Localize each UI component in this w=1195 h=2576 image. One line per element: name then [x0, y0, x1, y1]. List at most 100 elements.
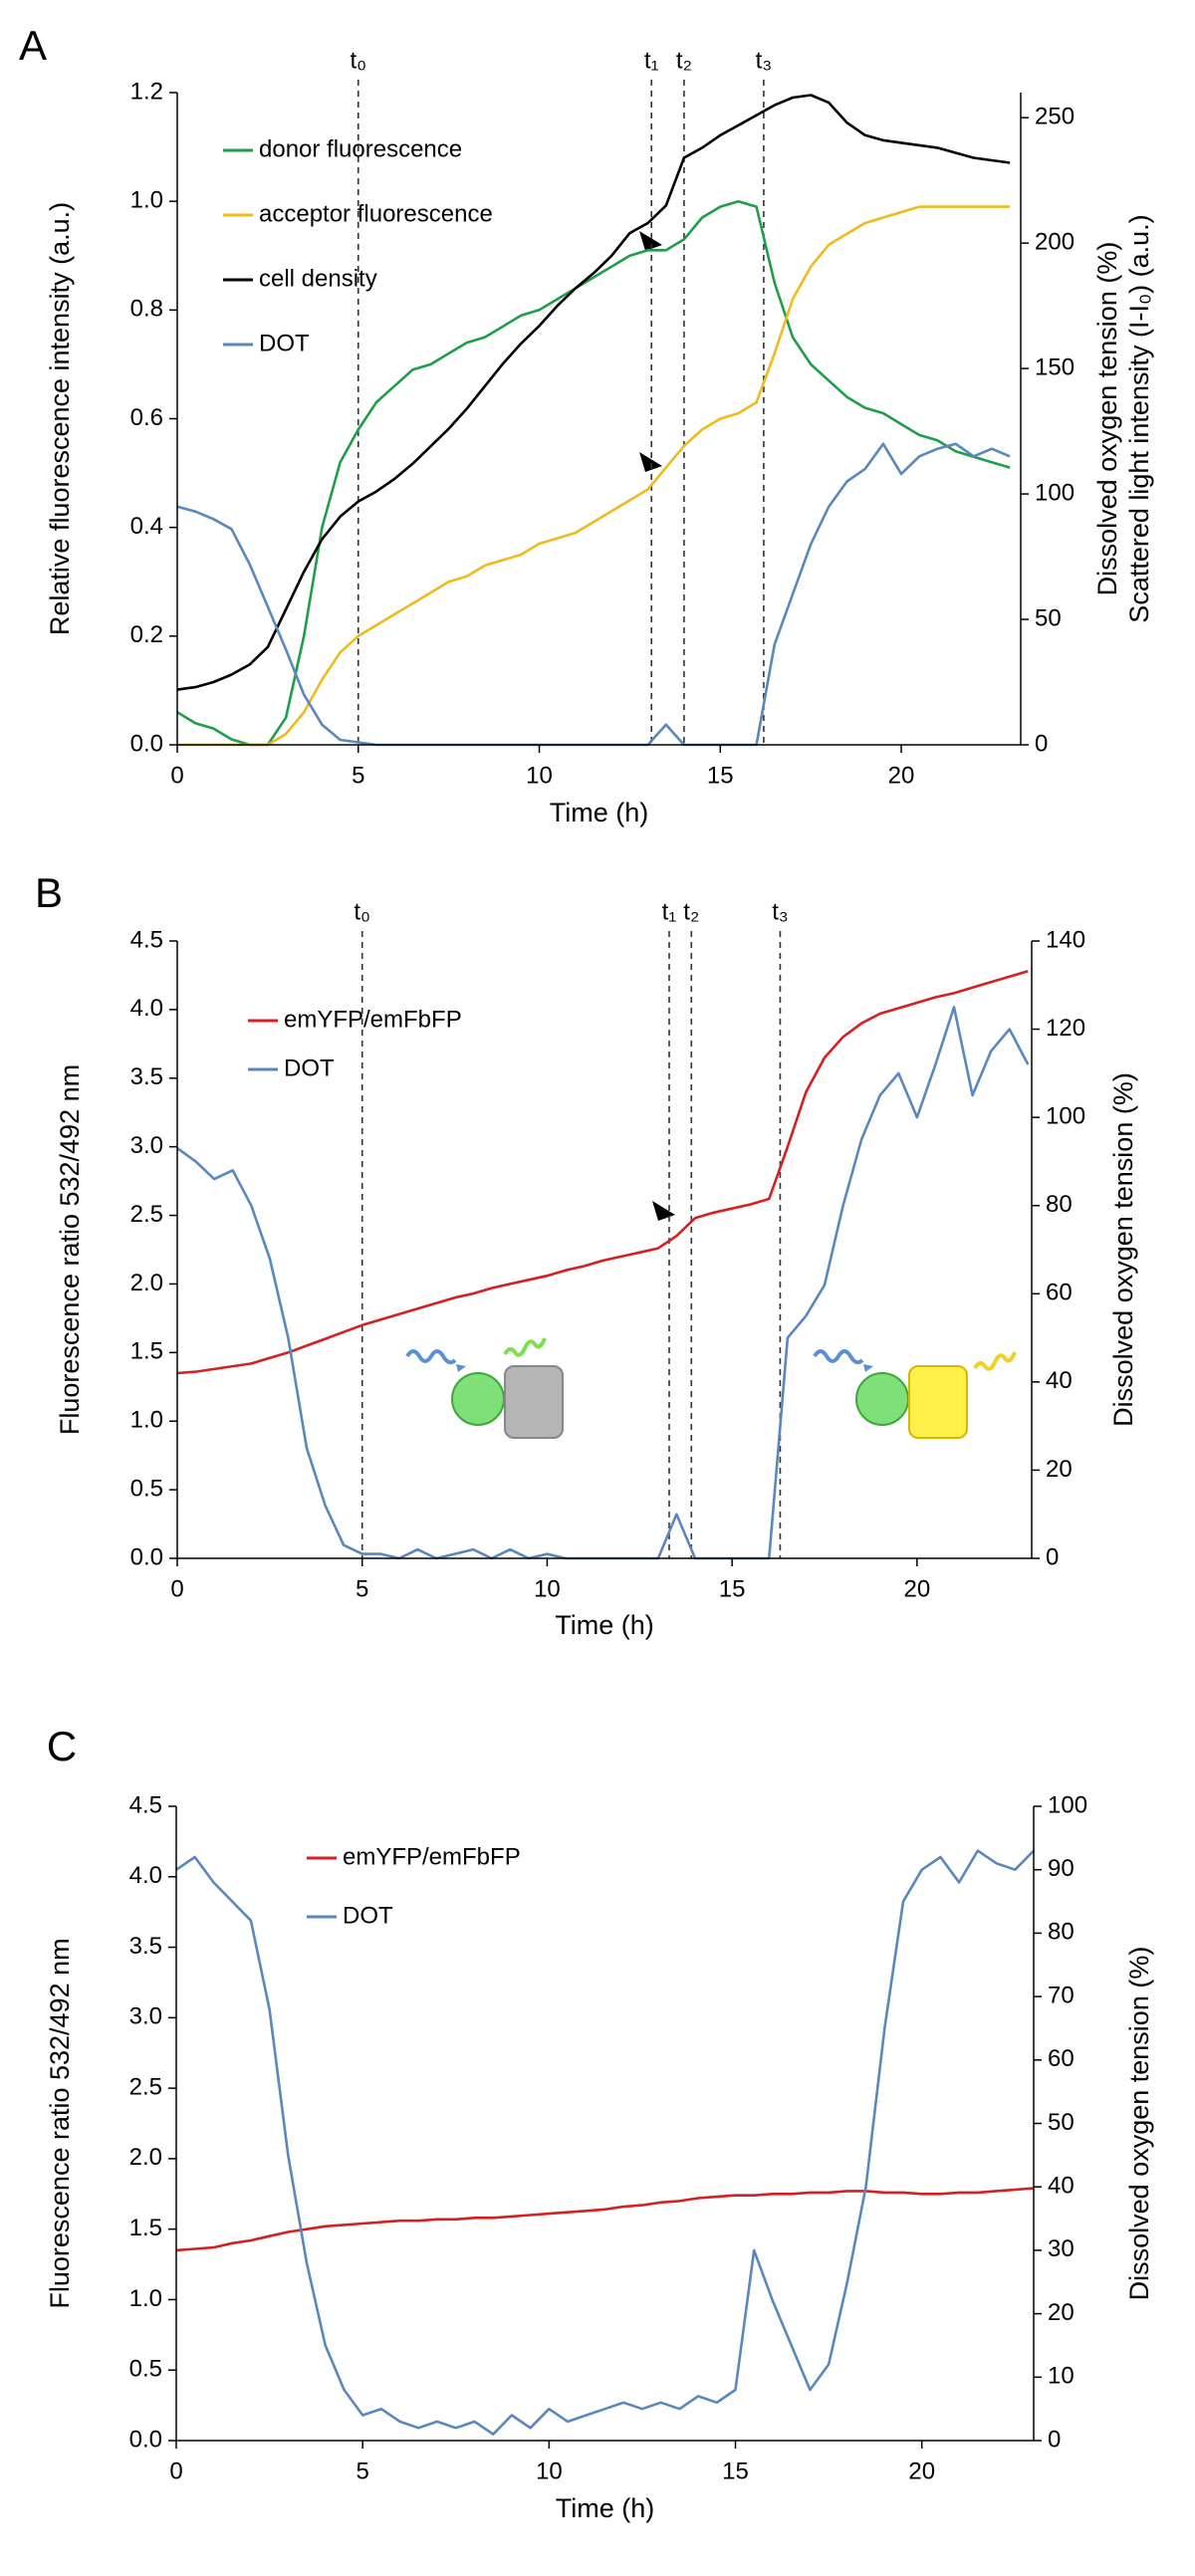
y2-tick-label: 0	[1048, 2426, 1061, 2453]
y-tick-label: 4.5	[130, 926, 163, 953]
y2-tick-label: 120	[1046, 1015, 1085, 1042]
x-tick-label: 20	[888, 762, 915, 789]
y2-axis-title: Dissolved oxygen tension (%)	[1124, 1947, 1154, 2301]
event-label: t₂	[676, 47, 692, 74]
fret-icon-acceptor-state	[813, 1349, 1017, 1439]
series-line	[176, 199, 1011, 747]
y2-tick-label: 100	[1035, 479, 1075, 506]
legend-label: DOT	[343, 1902, 393, 1929]
event-label: t₀	[350, 47, 366, 74]
acceptor-dark	[504, 1365, 564, 1439]
y-tick-label: 1.5	[130, 1338, 163, 1365]
y-tick-label: 4.0	[130, 995, 163, 1022]
arrow-head	[456, 1364, 466, 1372]
y2-tick-label: 80	[1048, 1919, 1075, 1946]
x-tick-label: 10	[536, 2458, 563, 2484]
series-line	[176, 442, 1011, 747]
y-tick-label: 1.0	[130, 187, 163, 214]
y2-tick-label: 40	[1048, 2173, 1075, 2200]
y-axis-title: Fluorescence ratio 532/492 nm	[55, 1064, 85, 1435]
y2-tick-label: 150	[1035, 353, 1075, 380]
x-tick-label: 20	[908, 2458, 935, 2484]
x-tick-label: 0	[169, 2458, 182, 2484]
series-line	[176, 1006, 1030, 1560]
y-tick-label: 4.0	[129, 1862, 162, 1889]
event-label: t₂	[683, 898, 699, 925]
y2-tick-label: 100	[1048, 1791, 1087, 1818]
y2-axis-title: Scattered light intensity (I-I₀) (a.u.)	[1124, 214, 1154, 622]
y2-tick-label: 30	[1048, 2235, 1075, 2262]
x-tick-label: 0	[170, 762, 183, 789]
panel-label: A	[19, 22, 47, 69]
y-tick-label: 0.6	[130, 404, 163, 431]
event-label: t₀	[354, 898, 370, 925]
event-label: t₁	[662, 898, 677, 925]
y2-tick-label: 10	[1048, 2363, 1075, 2390]
y2-tick-label: 70	[1048, 1982, 1075, 2008]
y2-tick-label: 90	[1048, 1855, 1075, 1882]
donor-circle	[451, 1372, 505, 1426]
x-tick-label: 10	[534, 1575, 561, 1602]
legend-label: cell density	[259, 265, 377, 292]
x-tick-label: 0	[170, 1575, 183, 1602]
y-tick-label: 0.5	[130, 1475, 163, 1502]
x-tick-label: 20	[904, 1575, 931, 1602]
y-tick-label: 0.8	[130, 296, 163, 323]
x-axis-title: Time (h)	[555, 1610, 654, 1640]
event-label: t₃	[772, 898, 788, 925]
y-tick-label: 3.0	[130, 1132, 163, 1159]
y2-tick-label: 200	[1035, 228, 1075, 255]
arrow-head	[863, 1364, 873, 1372]
x-tick-label: 5	[356, 1575, 368, 1602]
arrowhead-marker	[639, 231, 662, 251]
y-tick-label: 1.0	[129, 2285, 162, 2312]
y-tick-label: 4.5	[129, 1791, 162, 1818]
y2-tick-label: 50	[1035, 604, 1062, 631]
arrowhead-marker	[639, 452, 662, 472]
y2-tick-label: 60	[1046, 1280, 1073, 1306]
y-tick-label: 1.5	[129, 2215, 162, 2241]
y2-tick-label: 50	[1048, 2109, 1075, 2136]
x-axis-title: Time (h)	[550, 798, 649, 827]
legend-label: DOT	[284, 1054, 335, 1081]
excitation-squiggle	[813, 1349, 864, 1365]
y2-tick-label: 60	[1048, 2045, 1075, 2072]
y-tick-label: 3.0	[129, 2003, 162, 2030]
x-tick-label: 15	[719, 1575, 746, 1602]
y-tick-label: 0.4	[130, 513, 163, 540]
arrowhead-marker	[652, 1201, 675, 1221]
legend-label: donor fluorescence	[259, 135, 462, 162]
donor-circle	[855, 1372, 909, 1426]
x-tick-label: 5	[356, 2458, 368, 2484]
y2-tick-label: 0	[1035, 730, 1048, 757]
y2-tick-label: 100	[1046, 1102, 1085, 1129]
y2-axis-title: Dissolved oxygen tension (%)	[1092, 242, 1122, 596]
series-line	[175, 2187, 1035, 2252]
y-tick-label: 3.5	[130, 1063, 163, 1090]
acceptor-bright	[908, 1365, 968, 1439]
x-tick-label: 15	[707, 762, 734, 789]
emission-squiggle	[503, 1337, 547, 1357]
y2-tick-label: 20	[1048, 2299, 1075, 2326]
y2-tick-label: 80	[1046, 1191, 1073, 1218]
y2-tick-label: 250	[1035, 104, 1075, 130]
y-axis-title: Relative fluorescence intensity (a.u.)	[45, 202, 75, 635]
excitation-squiggle	[405, 1349, 457, 1365]
y-tick-label: 0.0	[129, 2426, 162, 2453]
emission-squiggle	[973, 1351, 1017, 1371]
y-tick-label: 0.5	[129, 2356, 162, 2383]
x-axis-title: Time (h)	[556, 2493, 655, 2523]
legend-label: DOT	[259, 330, 310, 356]
legend-label: acceptor fluorescence	[259, 200, 493, 227]
y-tick-label: 3.5	[129, 1933, 162, 1960]
series-line	[177, 205, 1011, 747]
y-tick-label: 0.0	[130, 1543, 163, 1570]
y2-tick-label: 40	[1046, 1367, 1073, 1394]
y2-axis-title: Dissolved oxygen tension (%)	[1108, 1072, 1138, 1427]
x-tick-label: 10	[526, 762, 553, 789]
y-tick-label: 0.2	[130, 621, 163, 648]
y-tick-label: 2.5	[129, 2073, 162, 2100]
series-line	[175, 1849, 1035, 2436]
x-tick-label: 15	[722, 2458, 749, 2484]
